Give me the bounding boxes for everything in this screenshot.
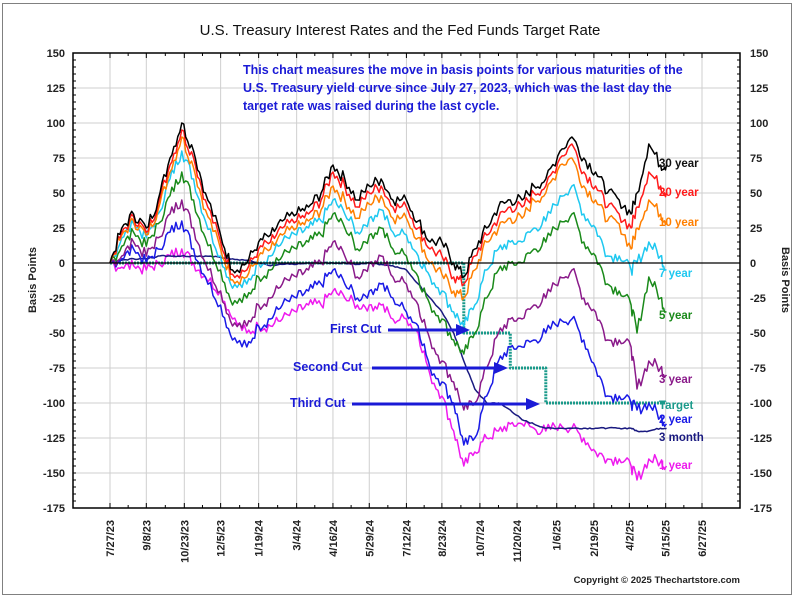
copyright: Copyright © 2025 Thechartstore.com (574, 575, 740, 586)
x-tick-label: 2/19/25 (589, 520, 601, 557)
y-tick-label-left: -25 (49, 293, 65, 305)
x-tick-label: 1/19/24 (254, 519, 266, 557)
x-tick-label: 1/6/25 (552, 520, 564, 551)
annotation-line-3: target rate was raised during the last c… (243, 99, 499, 113)
series-end-label: 3 month (659, 432, 704, 444)
y-tick-label-left: -50 (49, 328, 65, 340)
x-tick-label: 4/16/24 (328, 519, 340, 557)
y-tick-label-left: -125 (43, 433, 65, 445)
x-tick-label: 4/2/25 (624, 520, 636, 551)
series-end-label: 10 year (659, 217, 699, 229)
series-end-label: 7 year (659, 268, 693, 280)
x-tick-label: 3/4/24 (292, 519, 304, 550)
x-tick-label: 10/23/23 (179, 520, 191, 563)
x-tick-label: 9/8/23 (141, 520, 153, 551)
axes: 150 150 125 125 100 100 75 75 50 50 25 25 0 0 -25 -25 -5… (43, 48, 772, 563)
y-tick-label-right: -50 (750, 328, 766, 340)
series-end-label: Target (659, 400, 693, 412)
y-tick-label-left: 50 (53, 188, 65, 200)
y-tick-label-left: 150 (47, 48, 65, 60)
cut-arrow-head (494, 362, 508, 374)
cut-arrow-head (456, 324, 470, 336)
x-tick-label: 10/7/24 (475, 519, 487, 557)
y-tick-label-left: 125 (47, 83, 65, 95)
series-end-label: 3 year (659, 374, 693, 386)
annotation-line-2: U.S. Treasury yield curve since July 27,… (243, 81, 672, 95)
y-tick-label-left: 100 (47, 118, 65, 130)
y-tick-label-right: -75 (750, 363, 766, 375)
y-tick-label-right: -150 (750, 468, 772, 480)
series-end-label: 2 year (659, 414, 693, 426)
x-tick-label: 7/27/23 (105, 520, 117, 557)
y-tick-label-right: 0 (750, 258, 756, 270)
chart-frame (2, 3, 792, 595)
y-axis-title-left: Basis Points (27, 247, 39, 313)
y-tick-label-right: 100 (750, 118, 768, 130)
cut-label: Second Cut (293, 360, 363, 374)
y-tick-label-right: 50 (750, 188, 762, 200)
x-tick-label: 5/15/25 (661, 520, 673, 557)
y-tick-label-right: 75 (750, 153, 762, 165)
y-tick-label-left: -150 (43, 468, 65, 480)
series-end-label: 20 year (659, 187, 699, 199)
x-tick-label: 7/12/24 (401, 519, 413, 557)
annotation-line-1: This chart measures the move in basis po… (243, 63, 683, 77)
y-tick-label-left: -100 (43, 398, 65, 410)
y-tick-label-left: 0 (59, 258, 65, 270)
series-line-3-year (109, 199, 668, 411)
series-line-7-year (109, 150, 667, 327)
series-line-30-year (109, 122, 668, 279)
y-tick-label-right: -100 (750, 398, 772, 410)
y-tick-label-left: -175 (43, 503, 65, 515)
series-line-3-month (109, 254, 667, 433)
series-end-labels: 30 year 20 year 10 year 7 year 5 year 3 year T… (659, 158, 704, 472)
grid (73, 53, 740, 508)
x-tick-label: 5/29/24 (364, 519, 376, 557)
series-line-5-year (109, 171, 667, 355)
x-tick-label: 11/20/24 (512, 519, 524, 562)
y-tick-label-left: 25 (53, 223, 65, 235)
series-end-label: 30 year (659, 158, 699, 170)
series-end-label: 5 year (659, 310, 693, 322)
y-tick-label-right: -125 (750, 433, 772, 445)
y-axis-title-right: Basis Points (779, 247, 791, 313)
cut-label: Third Cut (290, 396, 346, 410)
x-tick-label: 12/5/23 (216, 520, 228, 557)
series-line-2-year (109, 220, 668, 446)
series-lines (109, 122, 668, 481)
series-line-20-year (109, 129, 668, 287)
annotation-note: This chart measures the move in basis po… (243, 63, 683, 113)
x-tick-label: 6/27/25 (697, 520, 709, 557)
y-tick-label-right: 125 (750, 83, 768, 95)
y-tick-label-right: -175 (750, 503, 772, 515)
chart-title: U.S. Treasury Interest Rates and the Fed… (200, 22, 601, 39)
y-tick-label-left: -75 (49, 363, 65, 375)
series-line-10-year (109, 136, 668, 301)
y-tick-label-right: 25 (750, 223, 762, 235)
cut-annotations: First Cut Second Cut Third Cut (290, 322, 540, 410)
y-tick-label-right: -25 (750, 293, 766, 305)
x-tick-label: 8/23/24 (437, 519, 449, 557)
series-end-label: 1 year (659, 460, 693, 472)
cut-arrow-head (526, 398, 540, 410)
y-tick-label-left: 75 (53, 153, 65, 165)
y-tick-label-right: 150 (750, 48, 768, 60)
cut-label: First Cut (330, 322, 382, 336)
series-line-1-year (109, 247, 668, 481)
